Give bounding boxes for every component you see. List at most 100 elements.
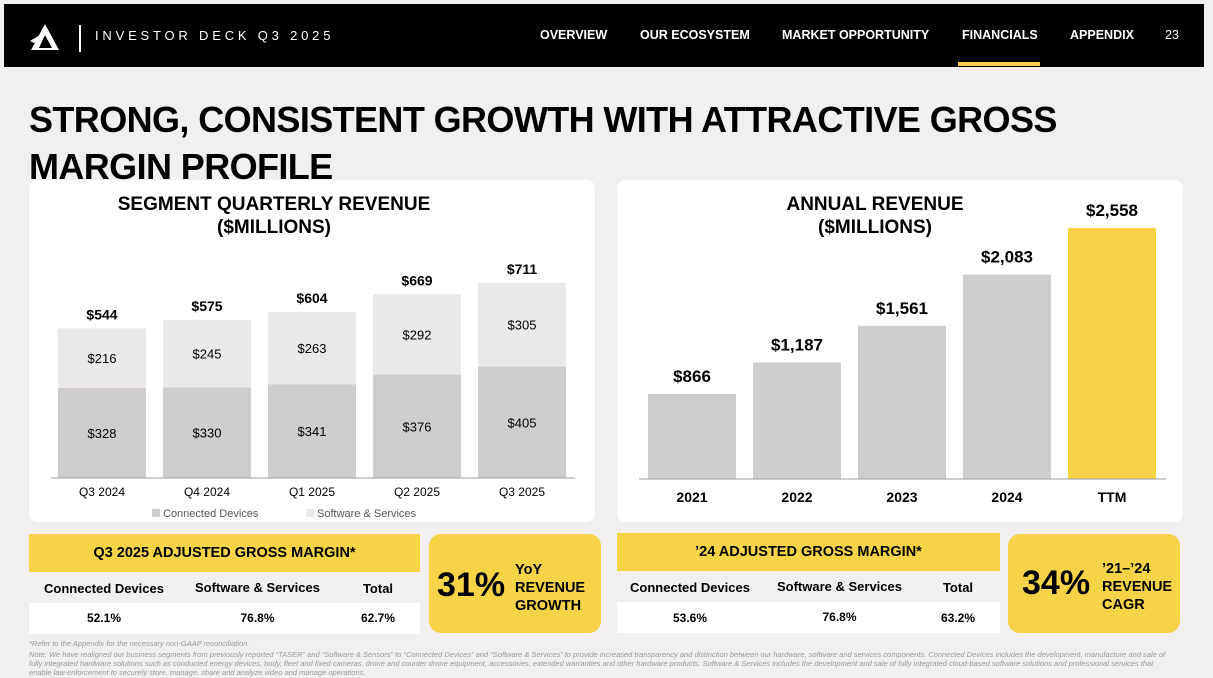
data-label-annual: $2,558 <box>1086 201 1138 220</box>
data-label-annual: $2,083 <box>981 248 1033 267</box>
data-label-software-services: $292 <box>403 327 432 342</box>
data-label-annual: $1,561 <box>876 299 928 318</box>
deck-title: INVESTOR DECK Q3 2025 <box>95 28 335 43</box>
x-tick-label: 2021 <box>676 489 707 505</box>
data-label-total: $669 <box>401 272 432 288</box>
bar-annual-2021 <box>648 394 736 479</box>
fy24-gm-col-total: Total <box>942 580 974 595</box>
cagr-kpi-card: 34% ’21–’24 REVENUE CAGR <box>1008 534 1180 633</box>
x-tick-label: Q1 2025 <box>289 485 335 499</box>
footnote-segment-note-1: Note: We have realigned our business seg… <box>29 650 1166 659</box>
legend-swatch-connected-devices <box>152 509 160 517</box>
bar-connected-devices-q4-2024 <box>163 387 251 478</box>
data-label-total: $604 <box>296 290 327 306</box>
fy24-gm-header-row <box>617 571 1000 602</box>
cagr-label: ’21–’24 REVENUE CAGR <box>1102 560 1172 614</box>
data-label-connected-devices: $376 <box>403 419 432 434</box>
nav-active-indicator <box>958 62 1040 66</box>
q3-gm-header-row <box>29 572 420 603</box>
q3-gm-col-connected-devices: Connected Devices <box>44 581 164 596</box>
x-tick-label: 2022 <box>781 489 812 505</box>
nav-financials[interactable]: FINANCIALS <box>962 28 1038 42</box>
bar-software-services-q3-2024 <box>58 328 146 388</box>
q3-gross-margin-table: Connected Devices Software & Services To… <box>29 572 420 634</box>
cagr-value: 34% <box>1022 564 1091 602</box>
fy24-gross-margin-title: ’24 ADJUSTED GROSS MARGIN* <box>617 533 1000 571</box>
data-label-software-services: $263 <box>298 341 327 356</box>
slide-title: STRONG, CONSISTENT GROWTH WITH ATTRACTIV… <box>29 99 1057 187</box>
yoy-growth-label: YoY REVENUE GROWTH <box>515 561 585 615</box>
bar-software-services-q2-2025 <box>373 294 461 375</box>
yoy-growth-label-line3: GROWTH <box>515 598 582 614</box>
annual-chart-title: ANNUAL REVENUE ($MILLIONS) <box>617 193 1133 239</box>
bar-software-services-q1-2025 <box>268 311 356 385</box>
q3-gross-margin-title: Q3 2025 ADJUSTED GROSS MARGIN* <box>29 534 420 572</box>
bar-connected-devices-q1-2025 <box>268 384 356 478</box>
bar-annual-ttm <box>1068 227 1156 479</box>
data-label-total: $575 <box>191 298 222 314</box>
yoy-growth-label-line1: YoY <box>515 562 543 578</box>
company-logo-icon <box>30 24 59 50</box>
q3-gm-col-software-services: Software & Services <box>194 580 320 595</box>
segment-chart-title: SEGMENT QUARTERLY REVENUE ($MILLIONS) <box>29 193 519 239</box>
fy24-gm-value-connected-devices: 53.6% <box>672 611 708 625</box>
nav-our-ecosystem[interactable]: OUR ECOSYSTEM <box>640 28 750 42</box>
logo-divider <box>79 25 81 52</box>
bar-annual-2023 <box>858 325 946 479</box>
x-tick-label: 2024 <box>991 489 1022 505</box>
yoy-growth-label-line2: REVENUE <box>515 580 586 596</box>
annual-chart-title-line2: ($MILLIONS) <box>818 217 932 238</box>
segment-chart-title-line1: SEGMENT QUARTERLY REVENUE <box>117 194 431 215</box>
fy24-gm-value-software-services: 76.8% <box>822 610 857 624</box>
data-label-software-services: $305 <box>508 318 537 333</box>
fy24-gm-col-connected-devices: Connected Devices <box>630 580 750 595</box>
q3-gm-value-connected-devices: 52.1% <box>86 611 122 625</box>
page-number: 23 <box>1165 28 1179 42</box>
data-label-software-services: $216 <box>88 351 117 366</box>
segment-revenue-chart: $328 $216 $544 Q3 2024 $330 $245 $575 Q4 2024 $3… <box>51 261 575 520</box>
bar-connected-devices-q3-2025 <box>478 366 566 478</box>
legend-label-connected-devices: Connected Devices <box>163 508 259 520</box>
footnote-non-gaap: *Refer to the Appendix for the necessary… <box>29 639 250 648</box>
yoy-growth-value: 31% <box>437 566 506 604</box>
legend-swatch-software-services <box>306 509 314 517</box>
x-tick-label: Q4 2024 <box>184 485 230 499</box>
bar-software-services-q3-2025 <box>478 282 566 367</box>
bar-annual-2022 <box>753 362 841 479</box>
footnote-segment-note-2: fully integrated hardware solutions such… <box>29 659 1154 668</box>
segment-chart-title-line2: ($MILLIONS) <box>217 217 331 238</box>
segment-revenue-panel: SEGMENT QUARTERLY REVENUE ($MILLIONS) $3… <box>29 180 595 522</box>
nav-market-opportunity[interactable]: MARKET OPPORTUNITY <box>782 28 930 42</box>
cagr-label-line3: CAGR <box>1102 597 1145 613</box>
bar-connected-devices-q3-2024 <box>58 387 146 478</box>
data-label-connected-devices: $328 <box>88 426 117 441</box>
legend-label-software-services: Software & Services <box>317 508 417 520</box>
yoy-growth-kpi-card: 31% YoY REVENUE GROWTH <box>429 534 601 633</box>
x-tick-label: Q3 2024 <box>79 485 125 499</box>
data-label-total: $544 <box>86 306 117 322</box>
data-label-annual: $866 <box>673 367 711 386</box>
fy24-gm-col-software-services: Software & Services <box>776 579 902 594</box>
annual-revenue-panel: ANNUAL REVENUE ($MILLIONS) $866 2021 $1,18… <box>617 180 1183 522</box>
data-label-connected-devices: $405 <box>508 415 537 430</box>
data-label-connected-devices: $330 <box>193 426 222 441</box>
data-label-software-services: $245 <box>193 347 222 362</box>
x-tick-label: TTM <box>1098 489 1127 505</box>
cagr-label-line1: ’21–’24 <box>1102 561 1151 577</box>
fy24-gross-margin-table: Connected Devices Software & Services To… <box>617 571 1000 633</box>
top-nav-bar: INVESTOR DECK Q3 2025 OVERVIEW OUR ECOSY… <box>4 4 1204 67</box>
data-label-annual: $1,187 <box>771 335 823 354</box>
bar-connected-devices-q2-2025 <box>373 374 461 478</box>
bar-annual-2024 <box>963 274 1051 479</box>
q3-gm-col-total: Total <box>362 581 394 596</box>
footnote-segment-note-3: enable law enforcement to securely store… <box>29 668 366 677</box>
nav-overview[interactable]: OVERVIEW <box>540 28 608 42</box>
x-tick-label: Q2 2025 <box>394 485 440 499</box>
nav-appendix[interactable]: APPENDIX <box>1070 28 1134 42</box>
bar-software-services-q4-2024 <box>163 319 251 388</box>
x-tick-label: 2023 <box>886 489 917 505</box>
data-label-total: $711 <box>507 261 538 277</box>
q3-gm-value-total: 62.7% <box>360 611 396 625</box>
data-label-connected-devices: $341 <box>298 424 327 439</box>
